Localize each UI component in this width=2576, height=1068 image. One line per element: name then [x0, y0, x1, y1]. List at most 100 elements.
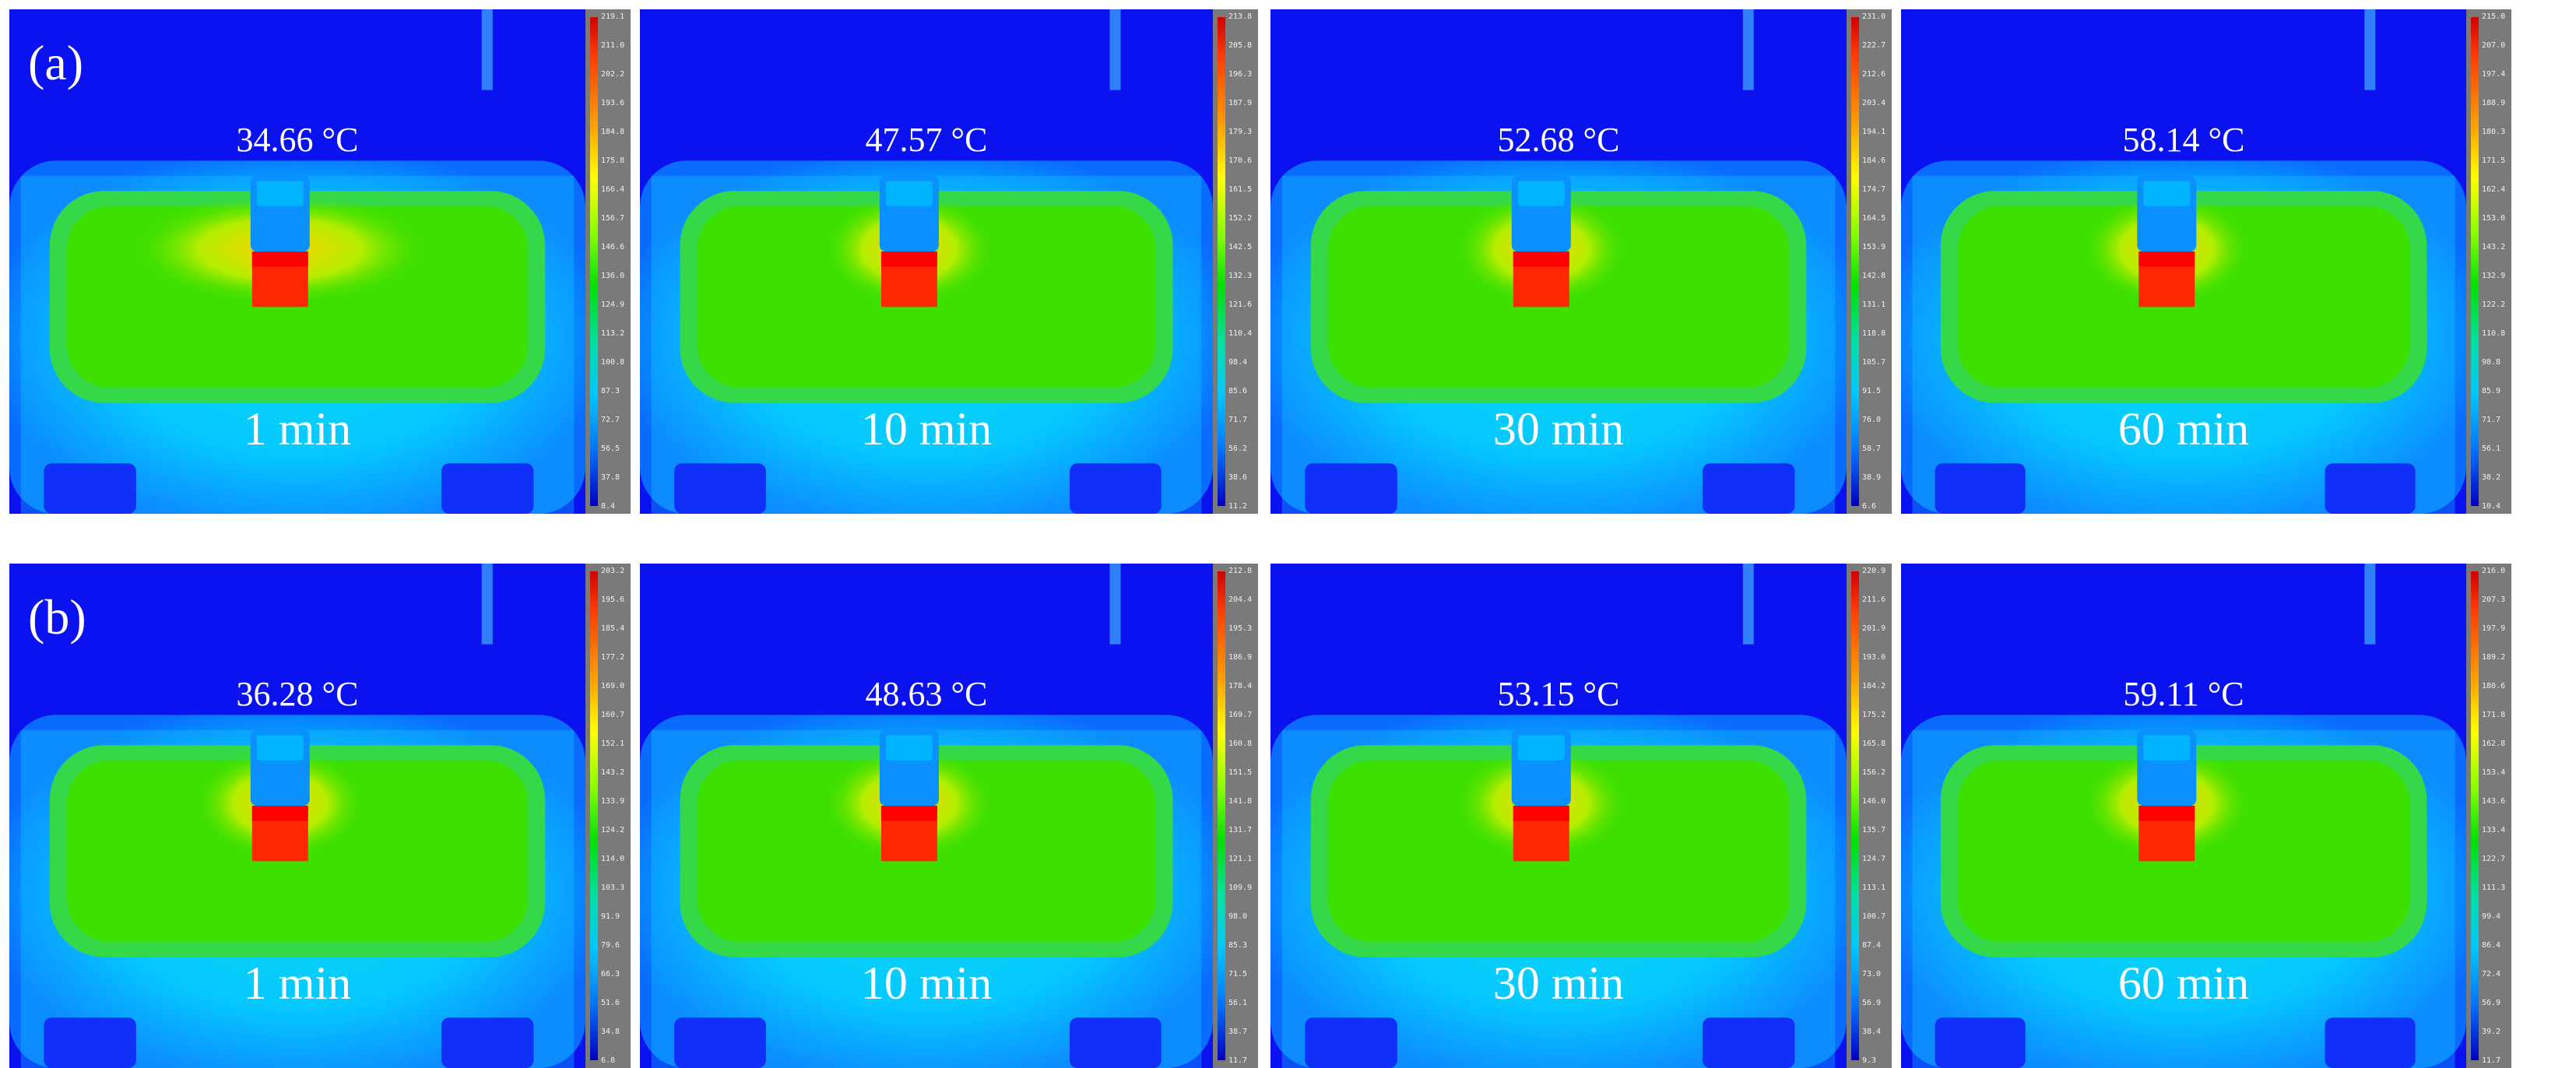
scale-tick-label: 100.7	[1862, 912, 1886, 921]
scale-tick-label: 156.2	[1862, 768, 1886, 777]
scale-tick-label: 162.8	[2482, 740, 2506, 748]
thermal-panel: 59.11 °C 60 min 216.0 207.3 197.9 189.2 180.6 1…	[1901, 564, 2511, 1068]
thermal-image: 53.15 °C 30 min	[1270, 564, 1847, 1068]
thermal-image: 34.66 °C 1 min (a)	[9, 9, 585, 514]
thermal-panel: 52.68 °C 30 min 231.0 222.7 212.6 203.4 194.1 1…	[1270, 9, 1892, 514]
scale-ticks: 216.0 207.3 197.9 189.2 180.6 171.8 162.8 153.4…	[2482, 567, 2511, 1065]
time-label: 30 min	[1492, 957, 1625, 1009]
scale-tick-label: 197.9	[2482, 624, 2506, 633]
color-scale-bar: 213.8 205.8 196.3 187.9 179.3 170.6 161.5 152.2…	[1213, 9, 1258, 514]
scale-tick-label: 220.9	[1862, 567, 1886, 575]
scale-tick-label: 100.8	[601, 358, 625, 367]
temperature-label: 58.14 °C	[2122, 121, 2245, 159]
scale-tick-label: 178.4	[1228, 682, 1253, 690]
scale-tick-label: 171.8	[2482, 711, 2506, 719]
color-scale-bar: 203.2 195.6 185.4 177.2 169.0 160.7 152.1 143.2…	[585, 564, 631, 1068]
thermal-image: 52.68 °C 30 min	[1270, 9, 1847, 514]
scale-tick-label: 216.0	[2482, 567, 2506, 575]
scale-tick-label: 131.1	[1862, 300, 1886, 309]
scale-tick-label: 56.9	[1862, 999, 1882, 1007]
scale-tick-label: 132.3	[1228, 272, 1253, 280]
scale-tick-label: 114.0	[601, 855, 625, 863]
scale-tick-label: 51.6	[601, 999, 620, 1007]
time-label: 1 min	[243, 403, 352, 455]
scale-tick-label: 170.6	[1228, 156, 1253, 165]
scale-tick-label: 118.8	[1862, 329, 1886, 338]
scale-tick-label: 195.3	[1228, 624, 1253, 633]
scale-tick-label: 215.0	[2482, 12, 2506, 21]
scale-tick-label: 186.9	[1228, 653, 1253, 662]
scale-tick-label: 56.5	[601, 444, 620, 453]
scale-tick-label: 193.0	[1862, 653, 1886, 662]
scale-tick-label: 201.9	[1862, 624, 1886, 633]
color-ramp	[2471, 571, 2479, 1060]
scale-tick-label: 66.3	[601, 970, 620, 978]
scale-tick-label: 169.0	[601, 682, 625, 690]
scale-tick-label: 133.9	[601, 797, 625, 806]
temperature-label: 47.57 °C	[865, 121, 988, 159]
scale-tick-label: 85.6	[1228, 387, 1248, 395]
scale-tick-label: 98.8	[2482, 358, 2501, 367]
scale-tick-label: 142.5	[1228, 243, 1253, 251]
thermal-panel: 58.14 °C 60 min 215.0 207.0 197.4 188.9 180.3 1…	[1901, 9, 2511, 514]
thermal-panel: 48.63 °C 10 min 212.8 204.4 195.3 186.9 178.4 1…	[640, 564, 1258, 1068]
color-scale-bar: 220.9 211.6 201.9 193.0 184.2 175.2 165.8 156.2…	[1847, 564, 1892, 1068]
scale-tick-label: 204.4	[1228, 595, 1253, 604]
time-label: 10 min	[860, 957, 993, 1009]
scale-tick-label: 109.9	[1228, 884, 1253, 892]
color-ramp	[590, 571, 598, 1060]
scale-tick-label: 91.5	[1862, 387, 1882, 395]
scale-tick-label: 121.6	[1228, 300, 1253, 309]
scale-ticks: 213.8 205.8 196.3 187.9 179.3 170.6 161.5 152.2…	[1228, 12, 1258, 511]
scale-tick-label: 203.2	[601, 567, 625, 575]
scale-tick-label: 113.1	[1862, 884, 1886, 892]
scale-tick-label: 73.0	[1862, 970, 1882, 978]
color-scale-bar: 219.1 211.0 202.2 193.6 184.8 175.8 166.4 156.7…	[585, 9, 631, 514]
scale-tick-label: 160.8	[1228, 740, 1253, 748]
scale-tick-label: 156.7	[601, 214, 625, 223]
time-label: 1 min	[243, 957, 352, 1009]
scale-tick-label: 37.8	[601, 473, 620, 482]
temperature-label: 59.11 °C	[2123, 675, 2244, 713]
scale-tick-label: 121.1	[1228, 855, 1253, 863]
scale-tick-label: 71.7	[1228, 416, 1248, 424]
color-scale-bar: 216.0 207.3 197.9 189.2 180.6 171.8 162.8 153.4…	[2466, 564, 2511, 1068]
thermal-panel: 34.66 °C 1 min (a) 219.1 211.0 202.2 193.6 184.…	[9, 9, 631, 514]
scale-tick-label: 99.4	[2482, 912, 2501, 921]
scale-tick-label: 153.4	[2482, 768, 2506, 777]
color-ramp	[1218, 17, 1225, 506]
scale-tick-label: 166.4	[601, 185, 625, 194]
scale-tick-label: 98.4	[1228, 358, 1248, 367]
scale-tick-label: 171.5	[2482, 156, 2506, 165]
scale-tick-label: 193.6	[601, 99, 625, 107]
temperature-label: 34.66 °C	[236, 121, 359, 159]
thermal-image: 59.11 °C 60 min	[1901, 564, 2466, 1068]
scale-tick-label: 34.8	[601, 1028, 620, 1036]
color-ramp	[1851, 571, 1859, 1060]
panel-group-label: (b)	[28, 589, 86, 645]
scale-tick-label: 207.3	[2482, 595, 2506, 604]
scale-tick-label: 212.8	[1228, 567, 1253, 575]
scale-tick-label: 11.7	[2482, 1056, 2501, 1065]
temperature-label: 36.28 °C	[236, 675, 359, 713]
scale-tick-label: 197.4	[2482, 70, 2506, 79]
row-a: 34.66 °C 1 min (a) 219.1 211.0 202.2 193.6 184.…	[9, 9, 2571, 514]
scale-tick-label: 87.3	[601, 387, 620, 395]
scale-tick-label: 143.2	[2482, 243, 2506, 251]
color-ramp	[1851, 17, 1859, 506]
scale-tick-label: 142.8	[1862, 272, 1886, 280]
scale-tick-label: 211.6	[1862, 595, 1886, 604]
scale-ticks: 220.9 211.6 201.9 193.0 184.2 175.2 165.8 156.2…	[1862, 567, 1892, 1065]
scale-tick-label: 85.9	[2482, 387, 2501, 395]
scale-tick-label: 164.5	[1862, 214, 1886, 223]
scale-ticks: 219.1 211.0 202.2 193.6 184.8 175.8 166.4 156.7…	[601, 12, 631, 511]
scale-tick-label: 160.7	[601, 711, 625, 719]
scale-tick-label: 91.9	[601, 912, 620, 921]
temperature-label: 52.68 °C	[1497, 121, 1620, 159]
scale-tick-label: 9.3	[1862, 1056, 1877, 1065]
scale-tick-label: 196.3	[1228, 70, 1253, 79]
scale-tick-label: 207.0	[2482, 41, 2506, 50]
scale-tick-label: 76.0	[1862, 416, 1882, 424]
scale-tick-label: 98.0	[1228, 912, 1248, 921]
scale-tick-label: 189.2	[2482, 653, 2506, 662]
